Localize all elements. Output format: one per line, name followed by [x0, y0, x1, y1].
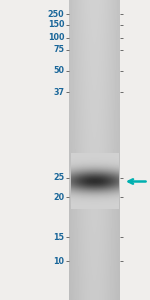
Text: 20: 20 — [53, 193, 64, 202]
Text: 75: 75 — [54, 45, 64, 54]
Text: 15: 15 — [54, 232, 64, 242]
Text: 250: 250 — [48, 10, 64, 19]
Text: 100: 100 — [48, 33, 64, 42]
Text: 37: 37 — [54, 88, 64, 97]
Text: 50: 50 — [54, 66, 64, 75]
Text: 150: 150 — [48, 20, 64, 29]
Text: 10: 10 — [54, 256, 64, 266]
Text: 25: 25 — [53, 173, 64, 182]
